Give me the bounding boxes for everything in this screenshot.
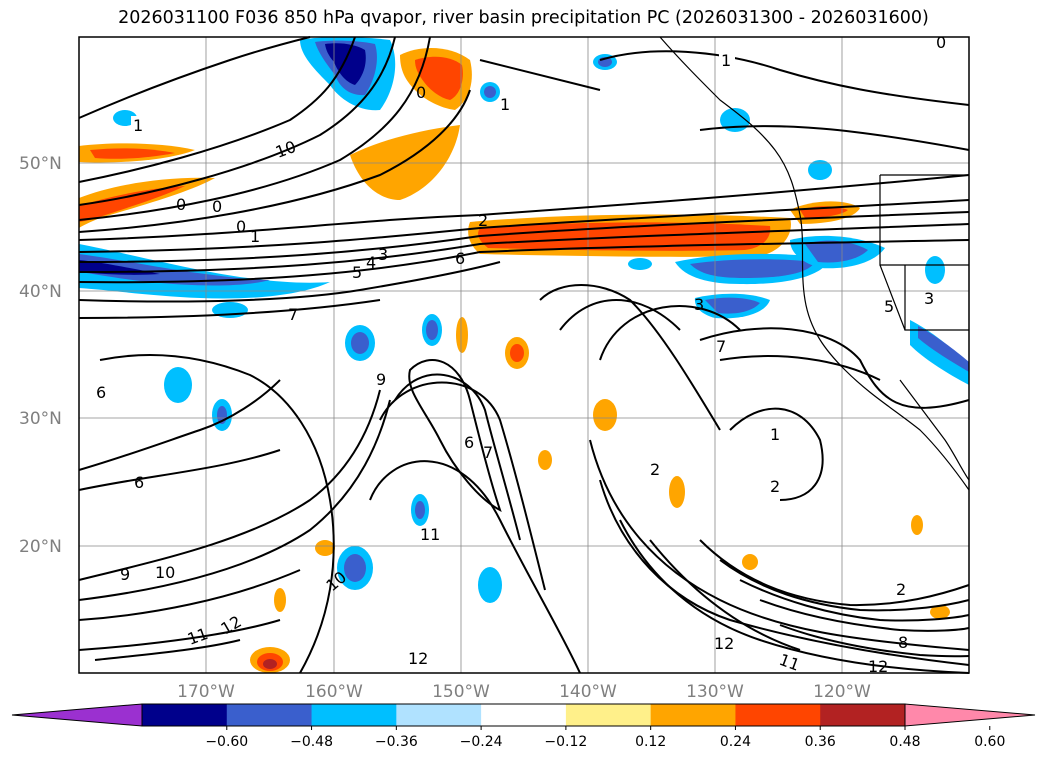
contour-label: 9 xyxy=(120,565,130,584)
colorbar-segment xyxy=(565,704,652,726)
contour-label: 6 xyxy=(464,433,474,452)
lat-label: 50°N xyxy=(19,154,62,174)
qvapor-contours xyxy=(78,36,970,674)
contour-label: 1 xyxy=(500,95,510,114)
contour-label: 7 xyxy=(716,337,726,356)
contour-label: 7 xyxy=(483,443,493,462)
contour-label: 5 xyxy=(352,263,362,282)
contour-label: 6 xyxy=(455,249,465,268)
latitude-labels: 50°N 40°N 30°N 20°N xyxy=(19,154,62,557)
contour-label: 0 xyxy=(212,197,222,216)
longitude-labels: 170°W 160°W 150°W 140°W 130°W 120°W xyxy=(177,682,871,702)
contour-label: 3 xyxy=(378,245,388,264)
lon-label: 160°W xyxy=(305,682,363,702)
colorbar-outline xyxy=(141,703,906,727)
contour-label: 8 xyxy=(898,633,908,652)
contour-label: 11 xyxy=(420,525,440,544)
contour-label: 4 xyxy=(366,253,376,272)
colorbar-tick-label: 0.36 xyxy=(805,734,836,750)
colorbar-tick-label: −0.48 xyxy=(290,734,333,750)
lon-label: 140°W xyxy=(559,682,617,702)
lon-label: 120°W xyxy=(813,682,871,702)
contour-label: 7 xyxy=(288,305,298,324)
contour-labels: 1 1 10 0 0 0 0 1 2 3 4 5 6 7 9 6 6 7 11 … xyxy=(96,33,946,676)
colorbar-tick-label: −0.60 xyxy=(205,734,248,750)
contour-label: 1 xyxy=(133,116,143,135)
contour-label: 1 xyxy=(770,425,780,444)
lon-label: 130°W xyxy=(686,682,744,702)
colorbar-tick-label: −0.12 xyxy=(544,734,587,750)
map-frame xyxy=(78,36,970,674)
contour-label: 12 xyxy=(408,649,428,668)
colorbar-tick-label: 0.12 xyxy=(635,734,666,750)
colorbar-tick-label: −0.36 xyxy=(375,734,418,750)
colorbar-segment xyxy=(735,704,821,726)
contour-label: 10 xyxy=(155,563,175,582)
contour-label: 3 xyxy=(694,295,704,314)
contour-label: 2 xyxy=(650,460,660,479)
contour-label: 6 xyxy=(134,473,144,492)
contour-label: 1 xyxy=(250,227,260,246)
colorbar-tick-label: 0.24 xyxy=(720,734,751,750)
contour-label: 6 xyxy=(96,383,106,402)
coastlines xyxy=(659,36,970,491)
map-title: 2026031100 F036 850 hPa qvapor, river ba… xyxy=(118,8,929,28)
colorbar-segment xyxy=(481,704,567,726)
contour-label: 0 xyxy=(236,217,246,236)
lat-label: 40°N xyxy=(19,282,62,302)
colorbar-segment xyxy=(311,704,397,726)
colorbar-tick-label: −0.24 xyxy=(460,734,503,750)
contour-label: 0 xyxy=(176,195,186,214)
colorbar-segment xyxy=(650,704,736,726)
lon-label: 170°W xyxy=(177,682,235,702)
contour-label: 12 xyxy=(868,657,888,676)
graticule xyxy=(79,37,969,673)
colorbar-segment xyxy=(226,704,313,726)
contour-label: 2 xyxy=(896,580,906,599)
contour-label: 3 xyxy=(924,289,934,308)
precipitation-anomaly-fills xyxy=(79,37,969,673)
contour-label: 2 xyxy=(770,477,780,496)
lon-label: 150°W xyxy=(432,682,490,702)
contour-label: 1 xyxy=(721,51,731,70)
colorbar-segment xyxy=(142,704,228,726)
contour-label: 5 xyxy=(884,297,894,316)
contour-label: 0 xyxy=(416,83,426,102)
contour-label: 2 xyxy=(478,211,488,230)
colorbar-extend-low xyxy=(11,703,143,727)
colorbar: −0.60 −0.48 −0.36 −0.24 −0.12 0.12 0.24 0.36 0.4… xyxy=(11,703,1036,750)
lat-label: 30°N xyxy=(19,409,62,429)
colorbar-segment xyxy=(396,704,482,726)
contour-label: 12 xyxy=(714,634,734,653)
map-plot-area xyxy=(78,36,970,674)
contour-label: 0 xyxy=(936,33,946,52)
colorbar-segment xyxy=(820,704,906,726)
lat-label: 20°N xyxy=(19,537,62,557)
colorbar-tick-label: 0.60 xyxy=(974,734,1005,750)
colorbar-extend-high xyxy=(904,703,1036,727)
contour-label: 9 xyxy=(376,370,386,389)
colorbar-tick-label: 0.48 xyxy=(889,734,920,750)
